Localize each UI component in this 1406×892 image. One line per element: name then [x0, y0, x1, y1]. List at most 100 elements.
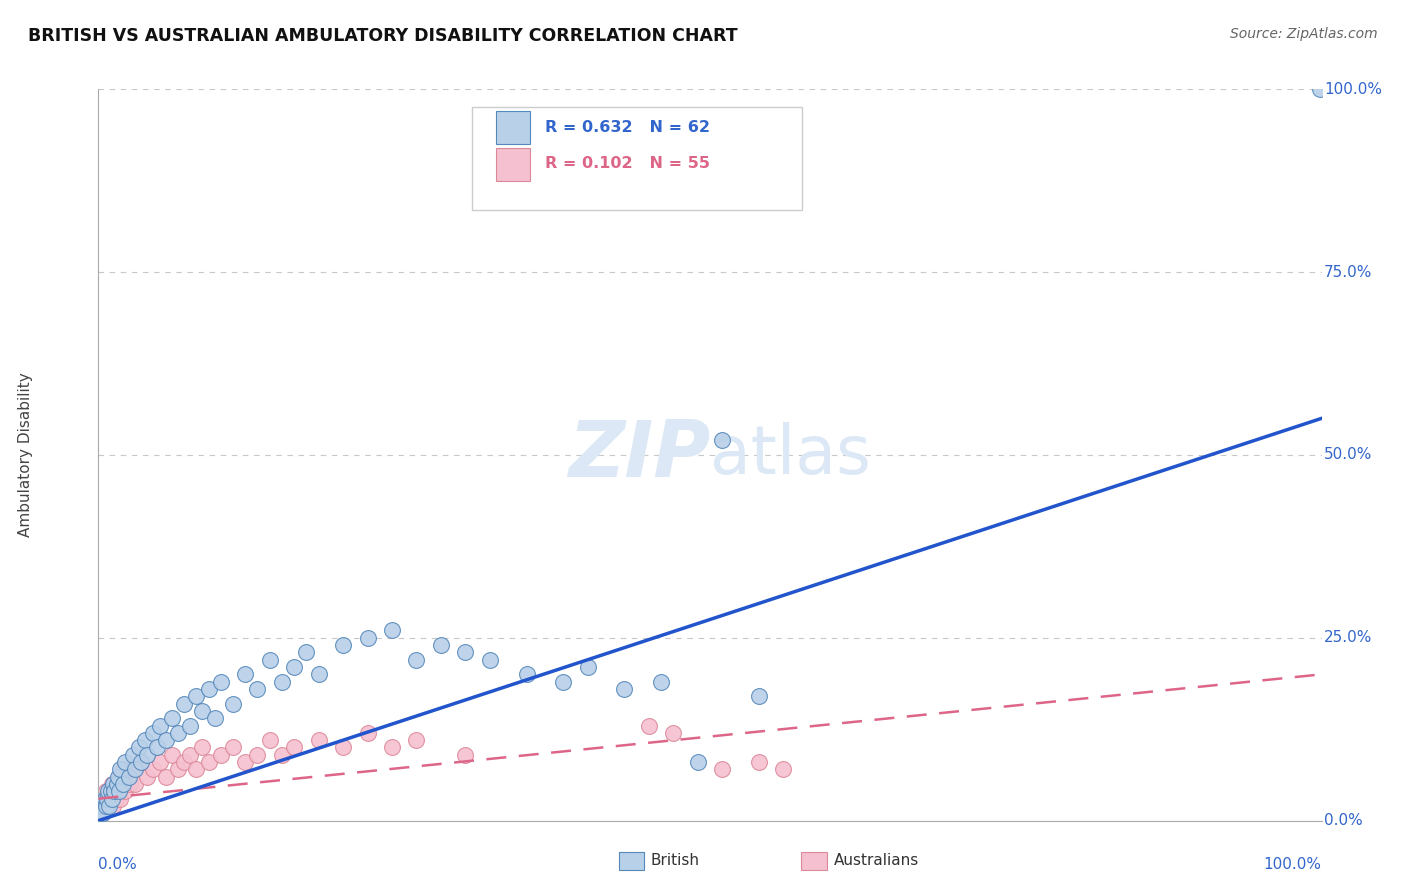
- Point: [96, 791, 118, 805]
- Point: [110, 763, 132, 777]
- Point: [101, 777, 124, 791]
- Point: [110, 791, 132, 805]
- Point: [381, 624, 404, 638]
- Text: British: British: [651, 854, 700, 868]
- Point: [283, 660, 305, 674]
- Point: [91, 791, 114, 805]
- Point: [197, 681, 219, 696]
- Point: [356, 631, 378, 645]
- Point: [124, 763, 146, 777]
- Point: [173, 697, 195, 711]
- Text: 25.0%: 25.0%: [1324, 631, 1372, 645]
- Point: [259, 733, 281, 747]
- Point: [1309, 82, 1331, 96]
- Point: [283, 740, 305, 755]
- Point: [101, 799, 124, 814]
- Point: [93, 791, 115, 805]
- Point: [478, 653, 501, 667]
- Point: [197, 755, 219, 769]
- Point: [748, 690, 770, 704]
- Point: [114, 784, 136, 798]
- Point: [100, 784, 122, 798]
- Point: [155, 733, 177, 747]
- Point: [103, 784, 125, 798]
- Point: [114, 755, 136, 769]
- Point: [149, 755, 172, 769]
- Point: [96, 791, 118, 805]
- Text: atlas: atlas: [710, 422, 870, 488]
- Point: [332, 740, 354, 755]
- Point: [124, 777, 146, 791]
- Point: [686, 755, 709, 769]
- Point: [233, 667, 256, 681]
- Point: [191, 704, 214, 718]
- Text: Australians: Australians: [834, 854, 920, 868]
- Point: [270, 747, 294, 762]
- Text: Ambulatory Disability: Ambulatory Disability: [17, 373, 32, 537]
- Point: [222, 697, 245, 711]
- FancyBboxPatch shape: [496, 112, 530, 145]
- Point: [209, 747, 232, 762]
- Point: [454, 747, 477, 762]
- Point: [711, 434, 734, 448]
- Point: [173, 755, 195, 769]
- Point: [108, 784, 131, 798]
- Point: [405, 653, 427, 667]
- Point: [381, 740, 404, 755]
- Point: [108, 770, 131, 784]
- Point: [454, 645, 477, 659]
- Point: [101, 791, 124, 805]
- Point: [167, 726, 190, 740]
- Point: [662, 726, 685, 740]
- Point: [128, 740, 150, 755]
- Point: [650, 674, 672, 689]
- FancyBboxPatch shape: [471, 108, 801, 210]
- Point: [160, 747, 183, 762]
- Point: [98, 799, 121, 814]
- Point: [100, 791, 122, 805]
- Point: [136, 747, 159, 762]
- Point: [118, 770, 141, 784]
- Point: [430, 638, 453, 652]
- FancyBboxPatch shape: [496, 148, 530, 180]
- Point: [107, 784, 129, 798]
- Point: [204, 711, 226, 725]
- Point: [91, 806, 114, 821]
- Point: [179, 747, 201, 762]
- Point: [97, 784, 120, 798]
- Point: [94, 799, 117, 814]
- Point: [104, 791, 127, 805]
- Point: [89, 806, 111, 821]
- Point: [136, 770, 159, 784]
- Point: [160, 711, 183, 725]
- Point: [142, 726, 165, 740]
- Point: [191, 740, 214, 755]
- Point: [97, 799, 120, 814]
- Point: [90, 799, 112, 814]
- Point: [553, 674, 575, 689]
- Point: [295, 645, 318, 659]
- Point: [117, 770, 139, 784]
- Point: [142, 763, 165, 777]
- Text: 75.0%: 75.0%: [1324, 265, 1372, 279]
- Point: [111, 777, 134, 791]
- Point: [259, 653, 281, 667]
- Point: [246, 681, 269, 696]
- Point: [120, 777, 142, 791]
- Point: [222, 740, 245, 755]
- Point: [111, 777, 134, 791]
- Text: 50.0%: 50.0%: [1324, 448, 1372, 462]
- Point: [233, 755, 256, 769]
- Point: [91, 806, 114, 821]
- Point: [121, 763, 143, 777]
- Point: [246, 747, 269, 762]
- Point: [308, 733, 330, 747]
- Point: [637, 718, 661, 732]
- Point: [186, 763, 208, 777]
- Point: [270, 674, 294, 689]
- Point: [105, 777, 128, 791]
- Point: [613, 681, 636, 696]
- Point: [167, 763, 190, 777]
- Text: 100.0%: 100.0%: [1324, 82, 1382, 96]
- Text: R = 0.632   N = 62: R = 0.632 N = 62: [546, 120, 710, 135]
